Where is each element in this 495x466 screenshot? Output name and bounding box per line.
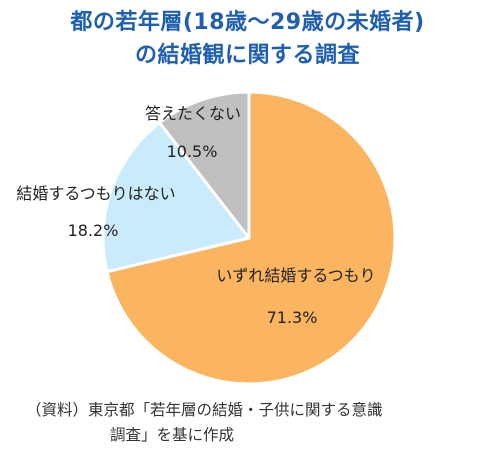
slice-label-not-marry: 結婚するつもりはない (16, 184, 175, 203)
chart-title: 都の若年層(18歳～29歳の未婚者) の結婚観に関する調査 (0, 6, 495, 72)
slice-label-marry-eventually: いずれ結婚するつもり (216, 266, 375, 285)
chart-title-line-2: の結婚観に関する調査 (134, 43, 360, 68)
source-note: （資料）東京都「若年層の結婚・子供に関する意識 調査」を基に作成 (26, 398, 486, 448)
slice-label-prefer-not-to-answer: 答えたくない (145, 104, 241, 123)
chart-title-line-1: 都の若年層(18歳～29歳の未婚者) (70, 10, 425, 35)
pie-slice-not-marry (101, 121, 251, 274)
pie-slice-marry-eventually (105, 90, 397, 386)
slice-value-not-marry: 18.2% (68, 221, 119, 240)
pie-slice-prefer-not-to-answer (158, 90, 251, 240)
slice-value-prefer-not-to-answer: 10.5% (167, 142, 218, 161)
source-note-line-2: 調査」を基に作成 (110, 426, 235, 444)
slice-value-marry-eventually: 71.3% (267, 308, 318, 327)
source-note-line-1: （資料）東京都「若年層の結婚・子供に関する意識 (26, 401, 383, 419)
